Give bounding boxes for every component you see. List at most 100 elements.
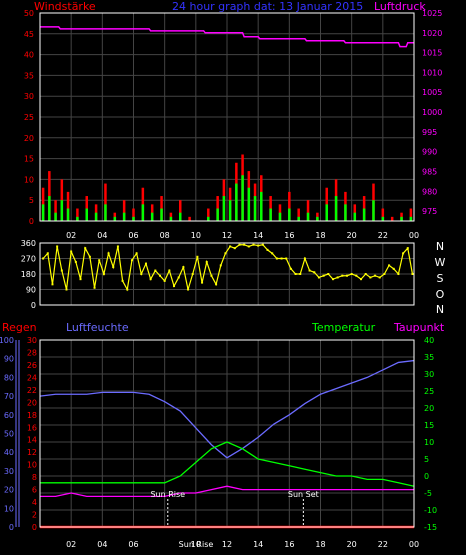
humidity-tick-label: 90 <box>4 355 14 364</box>
temperature-tick-label: 0 <box>424 472 429 481</box>
rain-tick-label: 28 <box>27 348 37 357</box>
temperature-tick-label: 10 <box>424 438 434 447</box>
direction-point <box>336 276 339 279</box>
wind-tick-label: 10 <box>24 175 34 184</box>
direction-point <box>322 274 325 277</box>
rain-tick-label: 22 <box>27 386 37 395</box>
direction-point <box>46 252 49 255</box>
direction-point <box>252 243 255 246</box>
direction-point <box>144 262 147 265</box>
direction-point <box>60 269 63 272</box>
direction-tick-label: 360 <box>21 239 36 248</box>
series-line-Luftfeuchte <box>39 359 415 459</box>
temperature-ticks: -15 -10 -5 0 5 10 15 20 25 30 35 40 <box>424 336 437 532</box>
direction-point <box>182 266 185 269</box>
direction-point <box>196 255 199 258</box>
wind-tick-label: 35 <box>24 71 34 80</box>
temperature-tick-label: 25 <box>424 387 434 396</box>
direction-point <box>261 243 264 246</box>
direction-point <box>247 245 250 248</box>
humidity-tick-label: 60 <box>4 411 14 420</box>
direction-point <box>275 257 278 260</box>
compass-w: W <box>435 256 446 269</box>
wind-tick-label: 5 <box>29 196 34 205</box>
direction-tick-label: 270 <box>21 255 36 264</box>
top-right-ticks: 975 980 985 990 995 1000 1005 1010 1015 1020 1025 <box>422 9 442 216</box>
humidity-tick-label: 40 <box>4 448 14 457</box>
direction-point <box>205 260 208 263</box>
direction-point <box>168 269 171 272</box>
direction-point <box>65 288 68 291</box>
direction-point <box>126 288 129 291</box>
direction-point <box>135 252 138 255</box>
sun-annotation-label: Sun Set <box>288 490 319 499</box>
top-x-tick-label: 22 <box>378 231 388 240</box>
direction-point <box>79 278 82 281</box>
direction-point <box>93 286 96 289</box>
lower-x-tick-label: 02 <box>66 540 76 549</box>
direction-point <box>364 273 367 275</box>
pressure-tick-label: 1015 <box>422 49 442 58</box>
rain-tick-label: 10 <box>27 461 37 470</box>
direction-point <box>74 260 77 263</box>
temperature-tick-label: 35 <box>424 353 434 362</box>
direction-point <box>294 273 297 275</box>
top-x-tick-label: 10 <box>191 231 201 240</box>
humidity-tick-label: 80 <box>4 373 14 382</box>
lower-x-tick-label: 16 <box>284 540 294 549</box>
wind-tick-label: 0 <box>29 217 34 226</box>
direction-point <box>224 252 227 255</box>
temperature-tick-label: 5 <box>424 455 429 464</box>
lower-x-tick-label: 14 <box>253 540 263 549</box>
pressure-tick-label: 1000 <box>422 108 442 117</box>
humidity-tick-label: 50 <box>4 430 14 439</box>
lower-x-tick-label: 12 <box>222 540 232 549</box>
series-line-Temperatur <box>40 441 415 487</box>
rain-tick-label: 12 <box>27 448 37 457</box>
temperature-tick-label: 40 <box>424 336 434 345</box>
direction-point <box>392 267 395 270</box>
direction-point <box>116 245 119 248</box>
direction-point <box>51 283 54 286</box>
top-x-ticks: 02 04 06 08 10 12 14 16 18 20 22 00 <box>66 231 419 240</box>
top-x-tick-label: 20 <box>347 231 357 240</box>
top-panel-frame <box>39 12 415 222</box>
direction-point <box>313 271 316 274</box>
top-x-tick-label: 18 <box>315 231 325 240</box>
top-x-tick-label: 06 <box>128 231 138 240</box>
temperature-axis-title: Temperatur <box>311 321 376 334</box>
direction-tick-label: 180 <box>21 270 36 279</box>
lower-x-tick-label: 10 <box>191 540 201 549</box>
rain-axis-title: Regen <box>2 321 37 334</box>
chart-title: 24 hour graph dat: 13 Januar 2015 <box>172 0 363 13</box>
direction-series <box>42 243 414 292</box>
temperature-tick-label: -5 <box>424 489 432 498</box>
direction-point <box>360 278 363 281</box>
rain-tick-label: 24 <box>27 373 37 382</box>
lower-x-tick-label: 18 <box>315 540 325 549</box>
pressure-line <box>40 26 414 48</box>
sun-annotations: Sun Rise Sun Set <box>150 490 319 527</box>
direction-point <box>303 257 306 260</box>
top-x-tick-label: 12 <box>222 231 232 240</box>
rain-tick-label: 2 <box>32 511 37 520</box>
direction-point <box>219 264 222 267</box>
direction-point <box>285 257 288 260</box>
direction-point <box>271 252 274 255</box>
series-line-Taupunkt <box>40 485 414 498</box>
top-x-tick-label: 00 <box>409 231 419 240</box>
lower-panel-frame <box>39 339 415 528</box>
pressure-tick-label: 1010 <box>422 68 442 77</box>
humidity-tick-label: 100 <box>0 336 14 345</box>
direction-point <box>112 266 115 269</box>
direction-point <box>121 279 124 282</box>
humidity-axis-title: Luftfeuchte <box>66 321 129 334</box>
humidity-tick-label: 20 <box>4 486 14 495</box>
compass-n-top: N <box>436 240 444 253</box>
lower-x-tick-label: 04 <box>97 540 107 549</box>
direction-point <box>266 248 269 251</box>
direction-point <box>243 243 246 246</box>
top-x-tick-label: 08 <box>160 231 170 240</box>
pressure-tick-label: 995 <box>422 128 437 137</box>
direction-point <box>397 273 400 275</box>
